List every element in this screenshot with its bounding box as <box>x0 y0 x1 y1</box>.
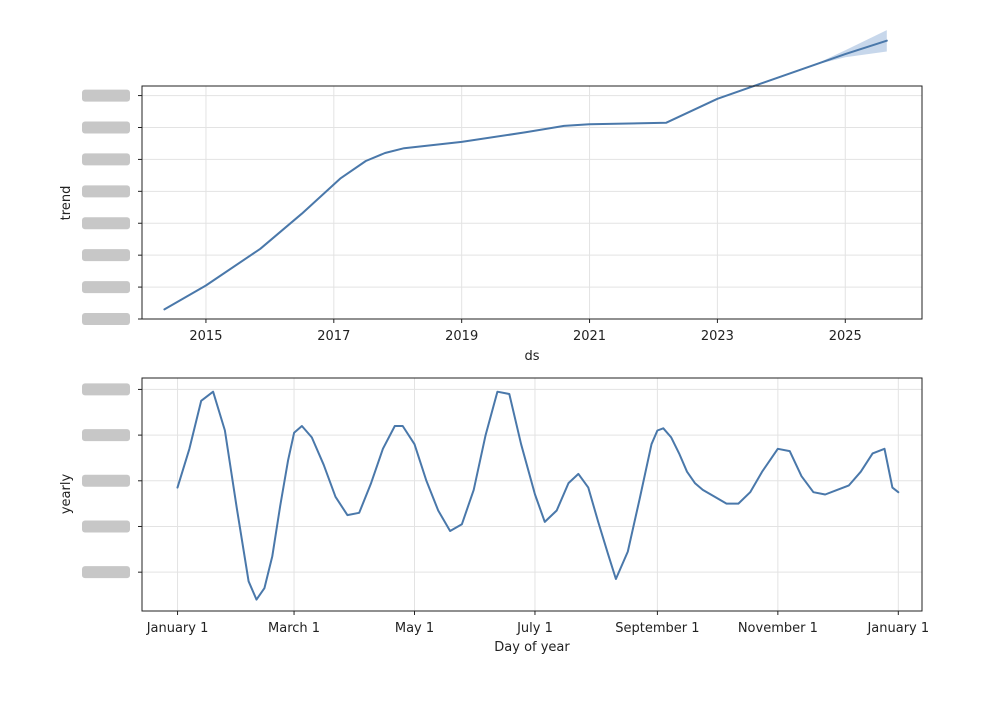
trend-x-axis-label: ds <box>524 349 539 364</box>
yearly-x-ticks: January 1 March 1 May 1 July 1 September 1 No… <box>146 611 929 636</box>
yearly-x-tick-label: May 1 <box>395 621 434 636</box>
yearly-y-tick-label-obscured <box>82 429 130 442</box>
trend-x-tick-label: 2023 <box>701 329 734 344</box>
trend-x-tick-label: 2025 <box>829 329 862 344</box>
yearly-x-axis-label: Day of year <box>494 640 570 655</box>
yearly-x-tick-label: January 1 <box>866 621 929 636</box>
yearly-y-tick-label-obscured <box>82 566 130 579</box>
yearly-y-tick-label-obscured <box>82 474 130 487</box>
yearly-series <box>176 390 900 601</box>
trend-band-area <box>813 30 887 66</box>
trend-grid <box>142 86 922 320</box>
yearly-plot-frame <box>141 377 923 612</box>
trend-x-tick-label: 2017 <box>317 329 350 344</box>
trend-y-tick-label-obscured <box>82 281 130 294</box>
yearly-y-tick-label-obscured <box>82 520 130 533</box>
trend-y-tick-label-obscured <box>82 153 130 166</box>
trend-plot-frame <box>141 85 923 320</box>
yearly-x-tick-label: September 1 <box>615 621 699 636</box>
trend-y-tick-label-obscured <box>82 89 130 102</box>
trend-y-tick-label-obscured <box>82 249 130 262</box>
trend-y-axis-label: trend <box>59 186 74 221</box>
yearly-grid <box>142 378 922 611</box>
trend-y-tick-label-obscured <box>82 185 130 198</box>
trend-y-tick-label-obscured <box>82 217 130 230</box>
trend-y-ticks <box>82 89 142 325</box>
trend-x-ticks: 2015 2017 2019 2021 2023 2025 <box>189 319 862 344</box>
yearly-y-axis-label: yearly <box>59 474 74 515</box>
trend-x-tick-label: 2021 <box>573 329 606 344</box>
trend-series <box>163 39 888 311</box>
trend-y-tick-label-obscured <box>82 121 130 134</box>
yearly-panel: January 1 March 1 May 1 July 1 September 1 No… <box>59 377 929 655</box>
trend-panel: 2015 2017 2019 2021 2023 2025 ds trend <box>59 30 923 364</box>
trend-uncertainty-band <box>813 30 887 66</box>
yearly-y-ticks <box>82 383 142 579</box>
trend-y-tick-label-obscured <box>82 313 130 325</box>
trend-x-tick-label: 2015 <box>189 329 222 344</box>
trend-series-line <box>163 39 888 311</box>
yearly-x-tick-label: March 1 <box>268 621 320 636</box>
yearly-x-tick-label: January 1 <box>146 621 209 636</box>
trend-x-tick-label: 2019 <box>445 329 478 344</box>
yearly-series-line <box>176 390 900 601</box>
yearly-y-tick-label-obscured <box>82 383 130 396</box>
yearly-x-tick-label: November 1 <box>738 621 818 636</box>
yearly-x-tick-label: July 1 <box>516 621 553 636</box>
